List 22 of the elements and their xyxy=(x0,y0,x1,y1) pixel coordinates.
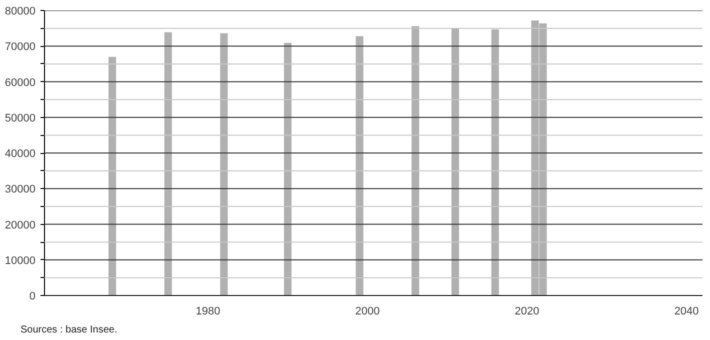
x-tick-label: 1980 xyxy=(196,306,220,318)
y-tick-label: 60000 xyxy=(4,76,36,89)
y-tick-label: 50000 xyxy=(4,112,36,124)
bar xyxy=(491,29,499,296)
bar xyxy=(284,42,292,296)
x-tick-label: 2020 xyxy=(514,306,540,318)
y-tick-label: 40000 xyxy=(4,148,36,160)
x-tick-label: 2000 xyxy=(355,306,380,318)
bar xyxy=(356,36,364,296)
bar xyxy=(451,28,460,296)
y-tick-label: 80000 xyxy=(4,6,36,18)
y-tick-label: 30000 xyxy=(4,184,36,196)
y-tick-label: 0 xyxy=(29,290,36,302)
y-tick-label: 20000 xyxy=(4,219,36,232)
bar xyxy=(412,26,420,296)
source-note: Sources : base Insee. xyxy=(20,324,118,336)
bar xyxy=(108,56,116,296)
bar xyxy=(220,33,228,296)
bar xyxy=(164,32,172,296)
y-tick-label: 70000 xyxy=(4,41,36,54)
x-tick-label: 2040 xyxy=(674,306,699,318)
y-tick-label: 10000 xyxy=(4,254,36,267)
